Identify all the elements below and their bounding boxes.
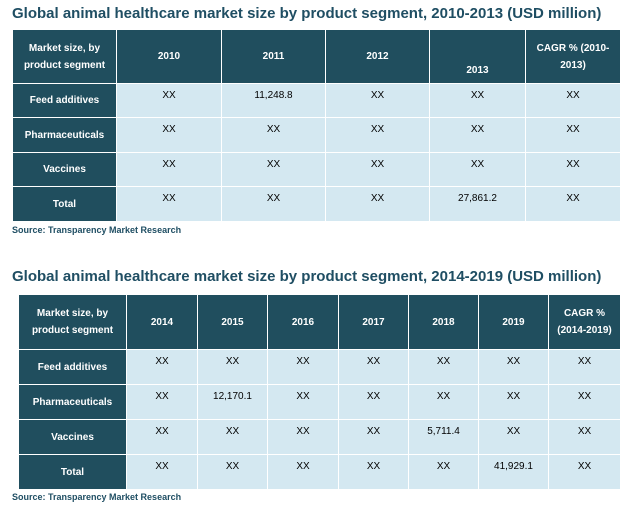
table-cell: 41,929.1 — [478, 454, 549, 490]
table-cell: XX — [548, 384, 621, 420]
table-cell: XX — [221, 117, 326, 153]
table-cell: XX — [548, 419, 621, 455]
table-cell: XX — [116, 117, 222, 153]
table-cell: XX — [126, 454, 198, 490]
table-row: Pharmaceuticals XX 12,170.1 XX XX XX XX … — [18, 384, 621, 420]
header-cell-2017: 2017 — [338, 294, 409, 350]
table-cell: XX — [267, 349, 339, 385]
table-cell: XX — [429, 152, 526, 187]
row-label: Total — [12, 186, 117, 222]
table-cell: XX — [197, 419, 268, 455]
table-cell: XX — [429, 83, 526, 118]
table-cell: XX — [325, 186, 430, 222]
row-label: Pharmaceuticals — [18, 384, 127, 420]
row-label: Vaccines — [12, 152, 117, 187]
table-cell: XX — [408, 384, 479, 420]
table1: Market size, by product segment 2010 201… — [12, 29, 621, 222]
table-cell: XX — [338, 454, 409, 490]
table-cell: XX — [221, 186, 326, 222]
table-cell: XX — [478, 419, 549, 455]
header-cell-cagr: CAGR % (2010-2013) — [525, 29, 621, 84]
header-cell-2013: 2013 — [429, 29, 526, 84]
table-cell: XX — [221, 152, 326, 187]
table-cell: XX — [267, 419, 339, 455]
table-cell: XX — [408, 454, 479, 490]
table1-title: Global animal healthcare market size by … — [12, 5, 602, 22]
header-cell-2012: 2012 — [325, 29, 430, 84]
table2-title: Global animal healthcare market size by … — [12, 268, 602, 285]
header-cell-2019: 2019 — [478, 294, 549, 350]
table-cell: XX — [126, 349, 198, 385]
table-row: Total XX XX XX XX XX 41,929.1 XX — [18, 454, 621, 490]
header-cell-2010: 2010 — [116, 29, 222, 84]
table-cell: XX — [325, 83, 430, 118]
table-cell: XX — [325, 117, 430, 153]
table-cell: XX — [197, 349, 268, 385]
header-cell-2011: 2011 — [221, 29, 326, 84]
table-cell: XX — [267, 384, 339, 420]
table-cell: XX — [548, 349, 621, 385]
table-cell: 5,711.4 — [408, 419, 479, 455]
header-cell-cagr: CAGR % (2014-2019) — [548, 294, 621, 350]
table-row: Pharmaceuticals XX XX XX XX XX — [12, 117, 621, 153]
table-row: Vaccines XX XX XX XX XX — [12, 152, 621, 187]
header-cell-2018: 2018 — [408, 294, 479, 350]
row-label: Feed additives — [12, 83, 117, 118]
header-cell-2016: 2016 — [267, 294, 339, 350]
table-cell: XX — [116, 83, 222, 118]
row-label: Feed additives — [18, 349, 127, 385]
table2-source: Source: Transparency Market Research — [12, 492, 182, 502]
table-cell: XX — [116, 186, 222, 222]
row-label: Total — [18, 454, 127, 490]
table-row: Feed additives XX XX XX XX XX XX XX — [18, 349, 621, 385]
table-cell: 12,170.1 — [197, 384, 268, 420]
table-row: Feed additives XX 11,248.8 XX XX XX — [12, 83, 621, 118]
table-cell: XX — [338, 384, 409, 420]
table-cell: XX — [478, 384, 549, 420]
table-cell: XX — [525, 152, 621, 187]
table-cell: 27,861.2 — [429, 186, 526, 222]
table-cell: XX — [325, 152, 430, 187]
table-cell: XX — [525, 186, 621, 222]
table-cell: XX — [548, 454, 621, 490]
table-cell: XX — [525, 117, 621, 153]
table-row: Total XX XX XX 27,861.2 XX — [12, 186, 621, 222]
table1-source: Source: Transparency Market Research — [12, 225, 182, 235]
table-cell: XX — [338, 419, 409, 455]
table-cell: XX — [338, 349, 409, 385]
table-cell: XX — [126, 384, 198, 420]
table-cell: XX — [408, 349, 479, 385]
table-cell: XX — [429, 117, 526, 153]
table-cell: XX — [478, 349, 549, 385]
row-label: Vaccines — [18, 419, 127, 455]
table-cell: XX — [116, 152, 222, 187]
table-cell: 11,248.8 — [221, 83, 326, 118]
table-cell: XX — [267, 454, 339, 490]
header-cell-2015: 2015 — [197, 294, 268, 350]
row-label: Pharmaceuticals — [12, 117, 117, 153]
table2: Market size, by product segment 2014 201… — [18, 294, 621, 490]
table-cell: XX — [197, 454, 268, 490]
header-cell-segment: Market size, by product segment — [12, 29, 117, 84]
table-cell: XX — [126, 419, 198, 455]
table-cell: XX — [525, 83, 621, 118]
table-row: Vaccines XX XX XX XX 5,711.4 XX XX — [18, 419, 621, 455]
header-cell-segment: Market size, by product segment — [18, 294, 127, 350]
header-cell-2014: 2014 — [126, 294, 198, 350]
